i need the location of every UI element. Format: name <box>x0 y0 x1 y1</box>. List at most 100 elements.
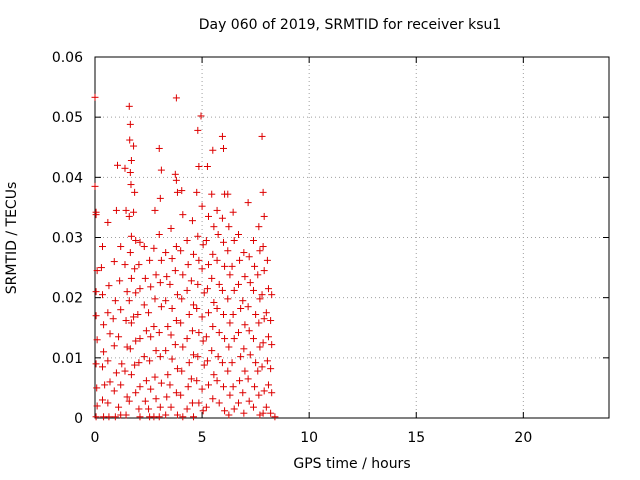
y-tick-label: 0.04 <box>52 170 83 186</box>
data-point <box>162 411 170 419</box>
data-point <box>136 285 144 293</box>
data-point <box>226 319 234 327</box>
data-point <box>202 237 210 245</box>
data-point <box>193 188 201 196</box>
data-point <box>155 329 163 337</box>
data-point <box>193 377 201 385</box>
data-point <box>188 399 196 407</box>
data-point <box>209 395 217 403</box>
data-point <box>190 250 198 258</box>
data-point <box>104 399 112 407</box>
data-point <box>255 391 263 399</box>
data-point <box>228 359 236 367</box>
data-point <box>136 238 144 246</box>
x-axis-label: GPS time / hours <box>293 456 411 472</box>
data-point <box>260 387 268 395</box>
data-point <box>214 353 222 361</box>
data-point <box>199 337 207 345</box>
data-point <box>218 132 226 140</box>
data-point <box>171 341 179 349</box>
data-point <box>122 206 130 214</box>
data-point <box>177 247 185 255</box>
data-point <box>150 244 158 252</box>
data-point <box>127 232 135 240</box>
data-point <box>152 347 160 355</box>
data-point <box>127 181 135 189</box>
data-point <box>110 258 118 266</box>
data-point <box>136 335 144 343</box>
data-point <box>262 403 270 411</box>
data-point <box>167 224 175 232</box>
y-tick-label: 0 <box>74 411 83 427</box>
data-point <box>234 280 242 288</box>
data-point <box>163 393 171 401</box>
data-point <box>126 345 134 353</box>
data-point <box>106 378 114 386</box>
data-point <box>210 223 218 231</box>
data-point <box>220 238 227 246</box>
data-point <box>229 311 237 319</box>
data-point <box>195 163 203 171</box>
data-point <box>254 367 262 375</box>
data-point <box>200 361 208 369</box>
data-point <box>260 315 268 323</box>
data-point <box>202 333 210 341</box>
data-point <box>255 223 263 231</box>
data-point <box>162 249 170 257</box>
data-point <box>185 359 193 367</box>
data-point <box>131 265 139 273</box>
data-point <box>183 335 191 343</box>
data-point <box>230 405 238 413</box>
data-point <box>168 355 176 363</box>
data-point <box>241 273 249 281</box>
data-point <box>230 335 238 343</box>
data-point <box>177 319 185 327</box>
data-point <box>258 363 266 371</box>
data-point <box>147 283 155 291</box>
data-point <box>111 413 119 421</box>
data-point <box>228 262 236 270</box>
data-point <box>156 194 164 202</box>
data-point <box>134 311 142 319</box>
data-point <box>125 297 133 305</box>
data-point <box>260 212 268 220</box>
data-point <box>162 297 170 305</box>
data-point <box>205 261 213 269</box>
data-point <box>152 395 160 403</box>
data-point <box>172 243 180 251</box>
data-point <box>110 342 118 350</box>
data-point <box>167 331 175 339</box>
data-point <box>221 335 229 343</box>
data-point <box>229 383 237 391</box>
data-point <box>115 403 123 411</box>
data-point <box>239 389 247 397</box>
y-tick-label: 0.03 <box>52 231 83 247</box>
data-point <box>93 336 101 344</box>
data-point <box>117 306 125 314</box>
data-point <box>213 256 221 264</box>
data-point <box>171 267 179 275</box>
data-point <box>268 291 276 299</box>
y-tick-label: 0.05 <box>52 110 83 126</box>
data-point <box>183 237 191 245</box>
data-point <box>256 295 264 303</box>
data-point <box>132 337 140 345</box>
data-point <box>140 243 148 251</box>
data-point <box>256 247 264 255</box>
data-point <box>220 144 227 152</box>
data-point <box>200 289 208 297</box>
data-point <box>230 237 238 245</box>
data-point <box>195 329 203 337</box>
data-point <box>92 288 100 296</box>
data-point <box>179 271 187 279</box>
data-point <box>256 411 264 419</box>
data-point <box>145 405 153 413</box>
data-point <box>244 375 252 383</box>
data-point <box>92 208 100 216</box>
data-point <box>140 353 148 361</box>
data-point <box>245 397 253 405</box>
y-axis-label: SRMTID / TECUs <box>4 181 20 295</box>
data-point <box>210 371 218 379</box>
data-point <box>113 161 121 169</box>
